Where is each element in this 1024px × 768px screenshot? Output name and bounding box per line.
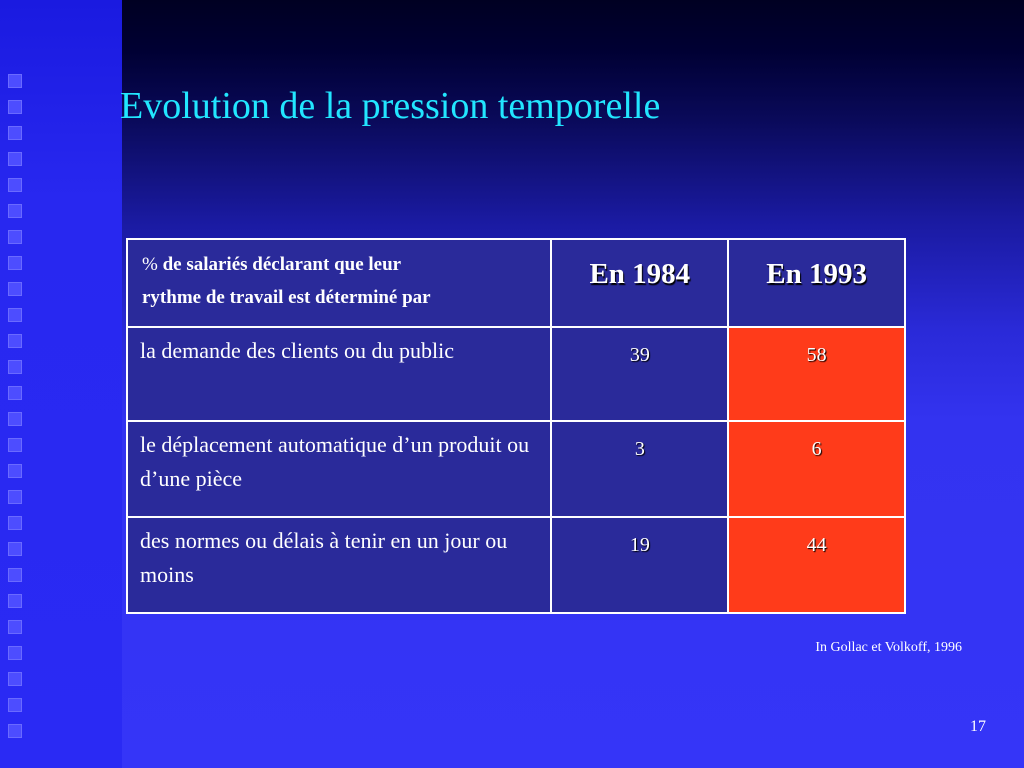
decorative-square [8, 568, 22, 582]
decorative-square [8, 256, 22, 270]
header-description: % de salariés déclarant que leur rythme d… [125, 238, 553, 328]
page-number: 17 [970, 718, 986, 735]
decorative-square [8, 282, 22, 296]
decorative-square [8, 594, 22, 608]
header-year-1993: En 1993 [727, 238, 906, 328]
decorative-square [8, 464, 22, 478]
value-1993: 58 [727, 326, 906, 422]
row-label: la demande des clients ou du public [125, 326, 553, 422]
decorative-square [8, 672, 22, 686]
decorative-square [8, 334, 22, 348]
decorative-square [8, 724, 22, 738]
header-description-line1: de salariés déclarant que leur [157, 254, 402, 275]
table-header-row: % de salariés déclarant que leur rythme d… [125, 238, 906, 328]
decorative-square [8, 542, 22, 556]
decorative-square [8, 412, 22, 426]
header-description-line2: rythme de travail est déterminé par [142, 287, 431, 308]
decorative-square [8, 516, 22, 530]
decorative-square [8, 646, 22, 660]
decorative-square [8, 152, 22, 166]
percent-symbol: % [142, 254, 158, 275]
source-citation: In Gollac et Volkoff, 1996 [815, 640, 962, 655]
table-row: le déplacement automatique d’un produit … [125, 420, 906, 518]
decorative-square [8, 698, 22, 712]
decorative-square [8, 74, 22, 88]
value-1993: 44 [727, 516, 906, 614]
value-1993: 6 [727, 420, 906, 518]
decorative-square [8, 230, 22, 244]
decorative-square [8, 438, 22, 452]
decorative-square [8, 620, 22, 634]
decorative-square [8, 178, 22, 192]
decorative-square [8, 386, 22, 400]
decorative-square [8, 100, 22, 114]
decorative-square [8, 126, 22, 140]
row-label: le déplacement automatique d’un produit … [125, 420, 553, 518]
table-row: des normes ou délais à tenir en un jour … [125, 516, 906, 614]
decorative-square [8, 308, 22, 322]
slide-title: Evolution de la pression temporelle [120, 85, 661, 127]
decorative-square [8, 204, 22, 218]
value-1984: 3 [550, 420, 730, 518]
decorative-square [8, 490, 22, 504]
row-label: des normes ou délais à tenir en un jour … [125, 516, 553, 614]
value-1984: 39 [550, 326, 730, 422]
value-1984: 19 [550, 516, 730, 614]
decorative-squares [8, 74, 26, 750]
data-table: % de salariés déclarant que leur rythme d… [125, 238, 906, 614]
decorative-square [8, 360, 22, 374]
header-year-1984: En 1984 [550, 238, 730, 328]
table-row: la demande des clients ou du public 39 5… [125, 326, 906, 422]
